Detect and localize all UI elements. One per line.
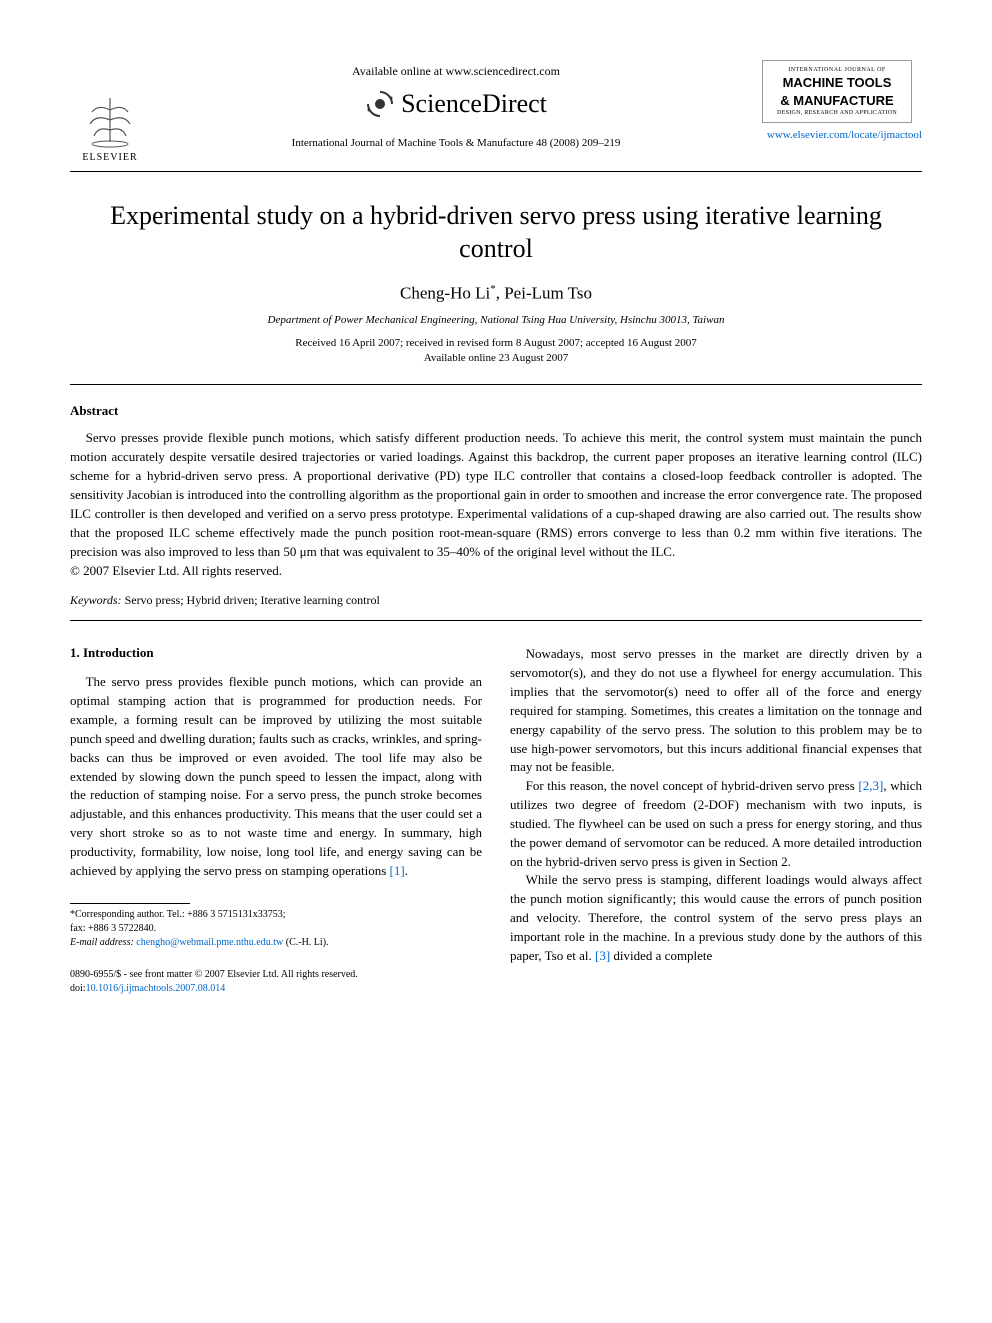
abstract-heading: Abstract [70,403,922,419]
affiliation: Department of Power Mechanical Engineeri… [70,314,922,326]
email-tail: (C.-H. Li). [283,937,328,948]
doi-line: doi:10.1016/j.ijmachtools.2007.08.014 [70,982,482,996]
footnote-line-1: *Corresponding author. Tel.: +886 3 5715… [70,908,482,922]
footnote-line-2: fax: +886 3 5722840. [70,922,482,936]
center-header: Available online at www.sciencedirect.co… [150,60,762,149]
header-rule [70,171,922,172]
intro-p1-text-b: . [405,863,408,878]
column-right: Nowadays, most servo presses in the mark… [510,645,922,995]
right-para-3: While the servo press is stamping, diffe… [510,871,922,965]
ref-link-1[interactable]: [1] [390,863,405,878]
corr-label: *Corresponding author. Tel.: [70,909,187,920]
intro-para-1: The servo press provides flexible punch … [70,673,482,880]
author-2: Pei-Lum Tso [504,284,592,303]
corresponding-author-footnote: *Corresponding author. Tel.: +886 3 5715… [70,908,482,950]
cover-title-1: MACHINE TOOLS [767,75,907,91]
article-dates: Received 16 April 2007; received in revi… [70,336,922,367]
right-para-1: Nowadays, most servo presses in the mark… [510,645,922,777]
right-p3-b: divided a complete [610,948,712,963]
front-matter-block: 0890-6955/$ - see front matter © 2007 El… [70,968,482,996]
footnote-rule [70,903,190,904]
abstract-copyright: © 2007 Elsevier Ltd. All rights reserved… [70,563,922,579]
footnote-line-3: E-mail address: chengho@webmail.pme.nthu… [70,936,482,950]
email-label: E-mail address: [70,937,134,948]
doi-label: doi: [70,983,86,994]
right-p2-a: For this reason, the novel concept of hy… [526,778,859,793]
dates-line-2: Available online 23 August 2007 [70,351,922,366]
author-separator: , [496,284,505,303]
elsevier-label: ELSEVIER [82,152,137,163]
doi-link[interactable]: 10.1016/j.ijmachtools.2007.08.014 [86,983,226,994]
keywords: Keywords: Servo press; Hybrid driven; It… [70,593,922,608]
cover-top-line: INTERNATIONAL JOURNAL OF [767,67,907,73]
keywords-label: Keywords: [70,593,122,607]
sciencedirect-brand: ScienceDirect [150,89,762,119]
section-1-heading: 1. Introduction [70,645,482,661]
body-columns: 1. Introduction The servo press provides… [70,645,922,995]
dates-line-1: Received 16 April 2007; received in revi… [70,336,922,351]
journal-citation: International Journal of Machine Tools &… [150,137,762,149]
keywords-text: Servo press; Hybrid driven; Iterative le… [122,593,380,607]
rule-below-keywords [70,620,922,621]
abstract-body: Servo presses provide flexible punch mot… [70,429,922,561]
corr-tel: +886 3 5715131x33753; [187,909,285,920]
journal-cover: INTERNATIONAL JOURNAL OF MACHINE TOOLS &… [762,60,912,123]
intro-p1-text-a: The servo press provides flexible punch … [70,674,482,877]
fax-label: fax: [70,923,88,934]
elsevier-tree-icon [80,90,140,150]
elsevier-logo: ELSEVIER [70,90,150,163]
sciencedirect-icon [365,89,395,119]
paper-header: ELSEVIER Available online at www.science… [70,60,922,163]
ref-link-2-3[interactable]: [2,3] [858,778,883,793]
authors: Cheng-Ho Li*, Pei-Lum Tso [70,283,922,304]
column-left: 1. Introduction The servo press provides… [70,645,482,995]
cover-title-2: & MANUFACTURE [767,93,907,109]
right-para-2: For this reason, the novel concept of hy… [510,777,922,871]
cover-sub: DESIGN, RESEARCH AND APPLICATION [767,110,907,116]
email-link[interactable]: chengho@webmail.pme.nthu.edu.tw [134,937,283,948]
available-online-text: Available online at www.sciencedirect.co… [150,64,762,79]
rule-above-abstract [70,384,922,385]
front-matter-text: 0890-6955/$ - see front matter © 2007 El… [70,968,482,982]
journal-homepage-link[interactable]: www.elsevier.com/locate/ijmactool [762,129,922,141]
journal-cover-block: INTERNATIONAL JOURNAL OF MACHINE TOOLS &… [762,60,922,147]
right-p3-a: While the servo press is stamping, diffe… [510,872,922,962]
ref-link-3[interactable]: [3] [595,948,610,963]
author-1: Cheng-Ho Li [400,284,490,303]
article-title: Experimental study on a hybrid-driven se… [110,200,882,265]
fax-number: +886 3 5722840. [88,923,156,934]
sciencedirect-text: ScienceDirect [401,89,547,119]
